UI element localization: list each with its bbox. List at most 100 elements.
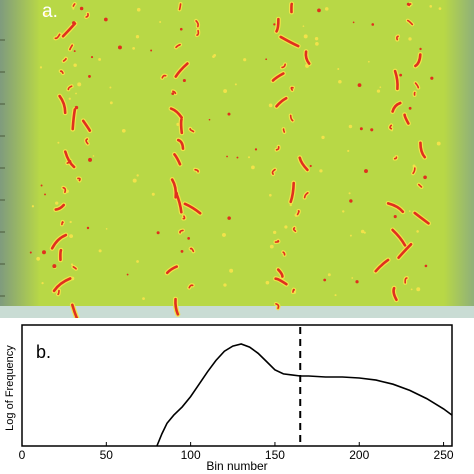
speck xyxy=(268,103,273,108)
speck xyxy=(72,7,75,10)
speck xyxy=(367,60,370,63)
speck xyxy=(289,203,293,207)
feature-streak xyxy=(274,239,280,243)
speck xyxy=(227,216,231,220)
feature-streak xyxy=(275,17,280,33)
feature-streak xyxy=(176,138,185,150)
speck xyxy=(142,297,145,300)
x-tick-label: 200 xyxy=(349,448,369,462)
speck xyxy=(273,230,277,235)
speck xyxy=(180,249,184,253)
speck xyxy=(410,288,413,291)
speck xyxy=(349,234,352,237)
speck xyxy=(317,8,321,13)
speck xyxy=(338,80,342,84)
feature-streak xyxy=(182,215,186,220)
speck xyxy=(359,127,363,131)
feature-streak xyxy=(59,70,64,74)
speck xyxy=(73,63,77,67)
speck xyxy=(360,229,365,234)
feature-streak xyxy=(413,211,430,225)
speck xyxy=(223,283,227,287)
feature-streak xyxy=(292,288,296,293)
speck xyxy=(429,5,433,8)
speck xyxy=(408,106,412,110)
feature-streak xyxy=(77,177,81,182)
speck xyxy=(74,105,79,110)
speck xyxy=(208,118,211,121)
speck xyxy=(57,141,60,144)
speck xyxy=(126,273,129,276)
speck xyxy=(324,7,329,11)
speck xyxy=(269,193,272,197)
feature-streak xyxy=(408,3,412,7)
speck xyxy=(43,12,48,17)
speck xyxy=(75,92,77,95)
feature-streak xyxy=(189,128,195,133)
x-tick-label: 0 xyxy=(19,448,26,462)
speck xyxy=(86,226,90,230)
feature-streak xyxy=(72,3,76,7)
feature-streak xyxy=(165,265,179,275)
feature-streak xyxy=(64,150,76,169)
speck xyxy=(77,82,82,87)
speck xyxy=(284,225,288,229)
speck xyxy=(31,205,35,208)
speck xyxy=(364,169,368,174)
feature-streak xyxy=(296,210,300,216)
feature-streak xyxy=(57,289,60,296)
feature-streak xyxy=(271,72,285,82)
feature-streak xyxy=(419,141,427,159)
speck xyxy=(399,73,403,77)
speck xyxy=(251,165,255,170)
speck xyxy=(135,35,140,39)
speck xyxy=(69,220,72,224)
feature-streak xyxy=(170,178,178,199)
feature-streak xyxy=(59,248,63,262)
speck xyxy=(342,210,345,213)
speck xyxy=(423,175,427,180)
speck xyxy=(265,58,268,61)
feature-streak xyxy=(62,57,67,62)
feature-streak xyxy=(61,22,77,38)
feature-streak xyxy=(292,227,297,232)
feature-streak xyxy=(279,35,300,48)
speck xyxy=(105,228,108,230)
feature-streak xyxy=(178,3,182,11)
speck xyxy=(226,155,228,158)
speck xyxy=(309,164,312,168)
feature-streak xyxy=(62,186,67,194)
x-axis-ticks: 0 50 100 150 200 250 xyxy=(19,442,454,462)
speck xyxy=(136,174,139,177)
left-tick-marks xyxy=(0,39,5,297)
panel-a-image: a. xyxy=(0,0,474,318)
feature-streak xyxy=(303,192,309,199)
speck xyxy=(352,21,355,24)
feature-streak xyxy=(403,113,410,125)
feature-streak xyxy=(174,297,180,316)
speck xyxy=(430,76,434,80)
x-tick-label: 150 xyxy=(265,448,285,462)
lineation-features xyxy=(50,2,430,318)
speck xyxy=(265,280,270,285)
feature-streak xyxy=(282,128,286,133)
speck xyxy=(363,231,366,234)
feature-streak xyxy=(298,156,309,172)
feature-streak xyxy=(389,124,393,130)
bottom-strip xyxy=(0,306,474,318)
feature-streak xyxy=(289,114,294,122)
speck xyxy=(44,193,46,196)
x-tick-label: 250 xyxy=(434,448,454,462)
speck xyxy=(436,141,441,146)
feature-streak xyxy=(393,69,399,91)
speck xyxy=(348,124,353,129)
speck xyxy=(109,86,112,89)
x-axis-label: Bin number xyxy=(206,459,267,473)
speck xyxy=(303,34,308,39)
speck xyxy=(150,49,153,52)
speck xyxy=(371,23,375,26)
feature-streak xyxy=(275,145,280,151)
plot-frame xyxy=(21,324,453,447)
frequency-curve xyxy=(156,343,453,447)
feature-streak xyxy=(58,94,67,115)
